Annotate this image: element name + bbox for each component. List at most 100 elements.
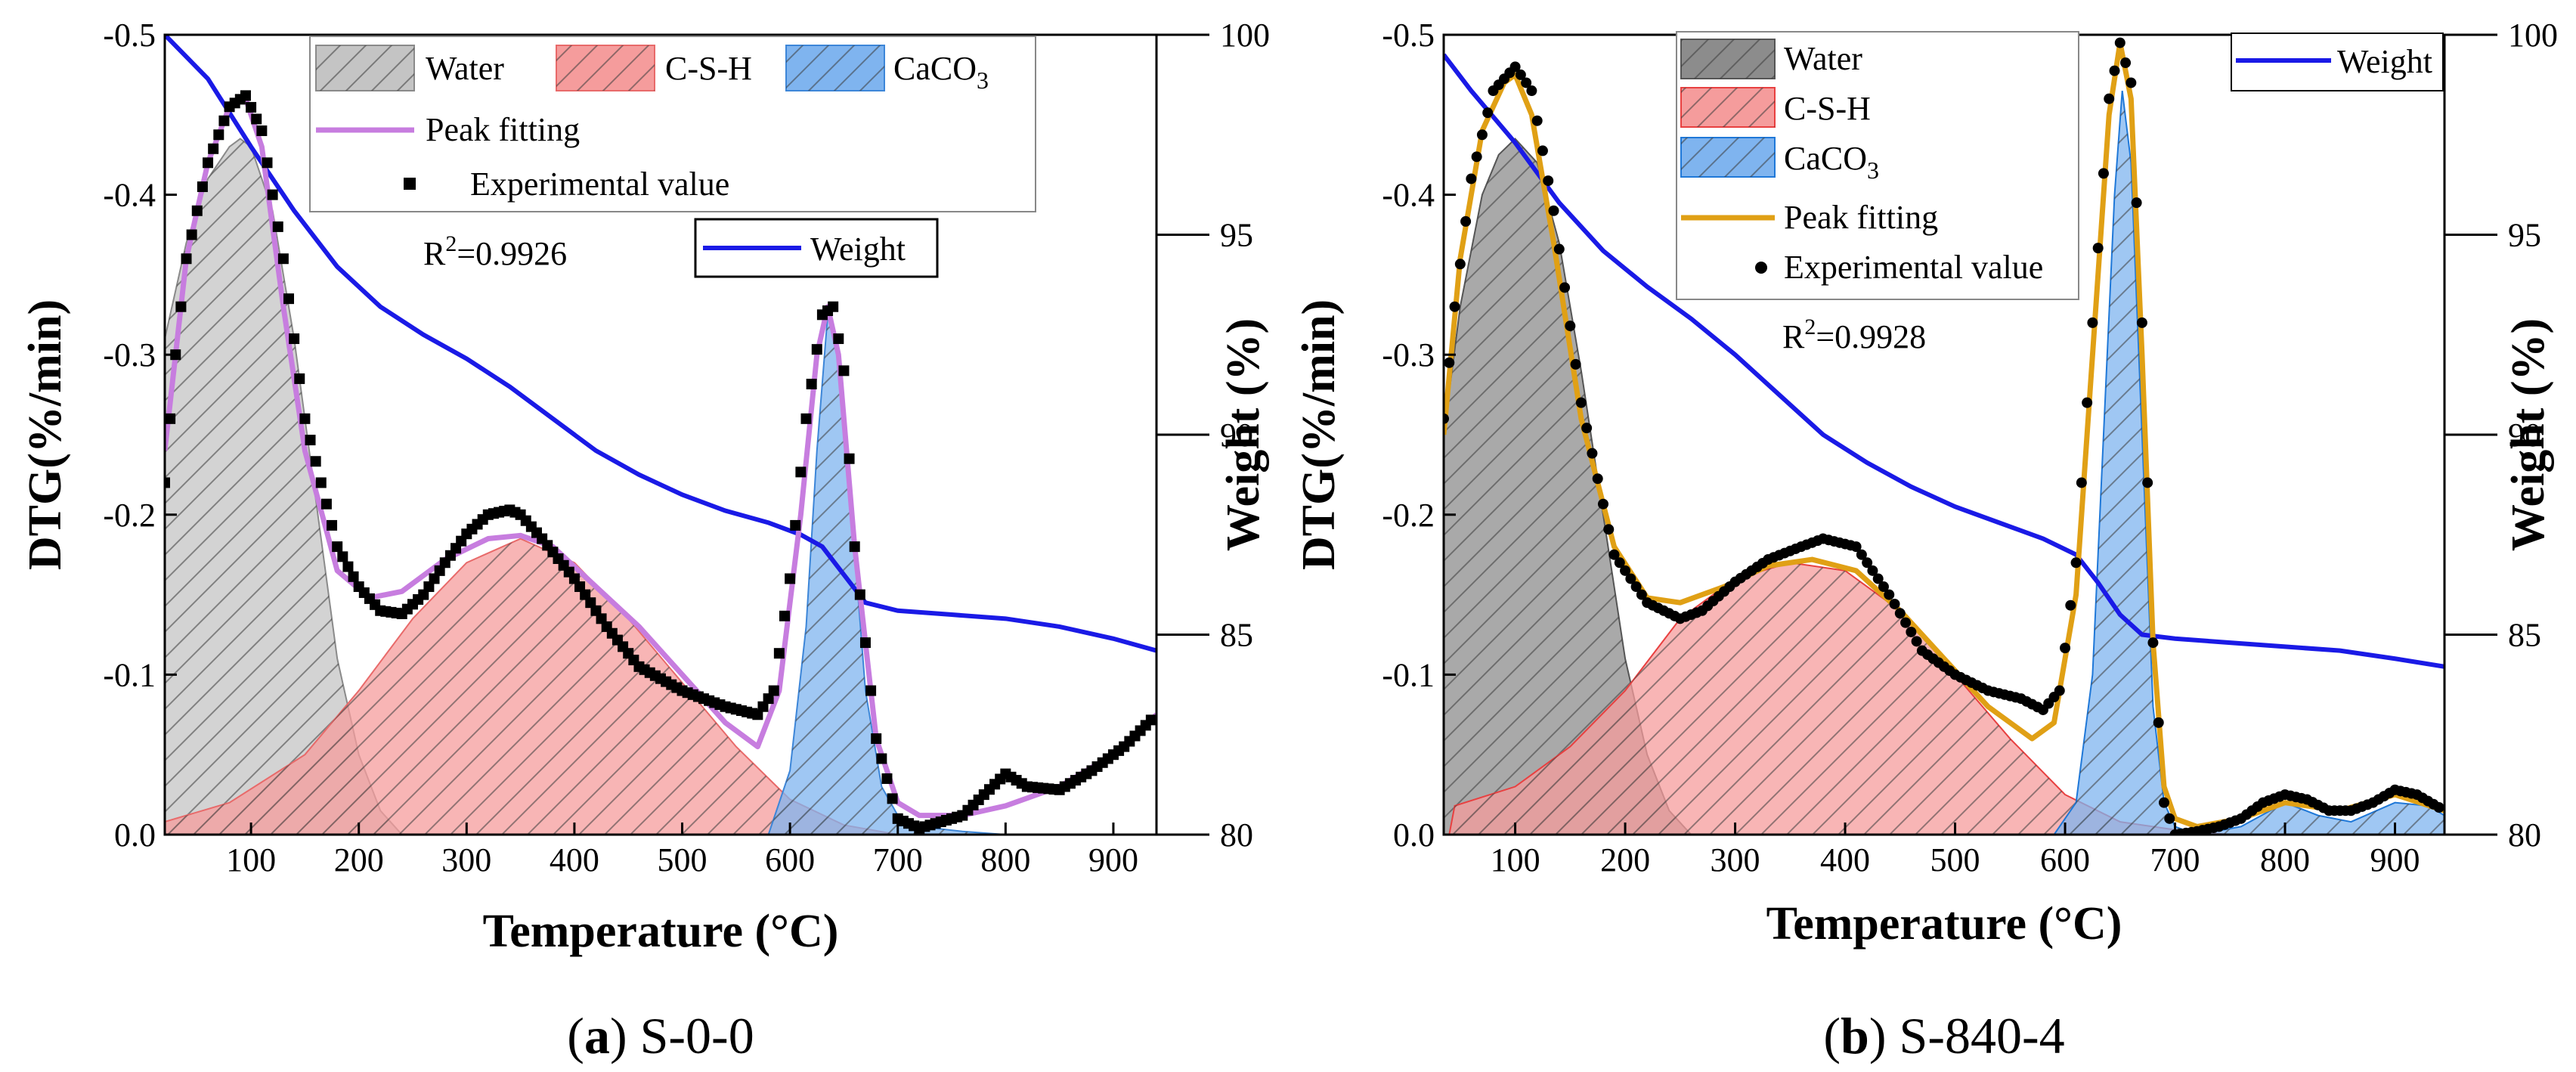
y-tick-label-left: -0.5 (103, 17, 156, 54)
experimental-point (1884, 589, 1895, 600)
experimental-point (1867, 565, 1878, 576)
experimental-point (1614, 557, 1625, 569)
legend-swatch-water-hatch-a (316, 45, 414, 91)
x-tick-label: 200 (1600, 841, 1650, 878)
experimental-point (757, 701, 769, 712)
r2-prefix-b: R (1782, 318, 1805, 355)
x-tick-label: 300 (1711, 841, 1760, 878)
y-tick-label-right: 85 (1220, 617, 1253, 654)
x-tick-label: 200 (334, 841, 384, 878)
experimental-point (332, 541, 343, 553)
experimental-point (246, 101, 257, 113)
peak-hatch-csh (1449, 562, 2231, 835)
experimental-point (833, 333, 844, 345)
experimental-point (2131, 197, 2142, 209)
experimental-point (208, 143, 219, 154)
experimental-point (165, 477, 170, 488)
experimental-point (2087, 317, 2098, 328)
legend-label-csh-a: C-S-H (665, 50, 752, 87)
experimental-point (1872, 573, 1884, 584)
experimental-point (1878, 581, 1889, 593)
experimental-point (596, 613, 607, 624)
caption-paren-open-a: ( (567, 1007, 584, 1064)
experimental-point (768, 685, 779, 696)
experimental-point (1509, 61, 1521, 73)
y-axis-title-left-b: DTG(%/min) (1293, 299, 1345, 570)
experimental-point (785, 573, 796, 584)
experimental-point (1850, 541, 1862, 553)
experimental-point (310, 456, 321, 467)
experimental-point (2076, 477, 2087, 488)
experimental-point (2070, 557, 2082, 569)
peak-fitting-line (165, 96, 1156, 819)
caption-text-a: S-0-0 (640, 1007, 754, 1064)
legend-label-fit-b: Peak fitting (1784, 199, 1938, 236)
y-tick-label-right: 100 (1220, 17, 1270, 54)
experimental-point (1565, 321, 1576, 332)
r2-sup-a: 2 (445, 231, 457, 256)
caption-paren-open-b: ( (1823, 1007, 1841, 1064)
experimental-point (1636, 589, 1647, 600)
x-tick-label: 700 (2150, 841, 2200, 878)
legend-label-water-b: Water (1784, 40, 1862, 77)
y-tick-label-left: -0.1 (1382, 656, 1435, 693)
experimental-point (337, 551, 348, 562)
experimental-point (1471, 151, 1482, 163)
legend-box-a (309, 36, 1036, 212)
x-tick-label: 800 (2260, 841, 2310, 878)
experimental-point (865, 685, 877, 696)
legend-label-exp-b: Experimental value (1784, 249, 2043, 286)
experimental-point (580, 589, 591, 600)
series-layer (1444, 37, 2444, 835)
x-tick-label: 500 (658, 841, 707, 878)
caption-a: (a) S-0-0 (567, 1007, 754, 1064)
peak-hatch-caco3 (2054, 91, 2444, 835)
experimental-point (1630, 581, 1642, 593)
experimental-point (2098, 168, 2109, 179)
experimental-point (1592, 473, 1603, 485)
plot-area-b (1444, 37, 2444, 835)
y-tick-label-right: 95 (1220, 217, 1253, 254)
peak-hatch-water (1444, 138, 1692, 835)
y-tick-label-left: -0.3 (103, 336, 156, 373)
y-tick-label-left: -0.2 (1382, 497, 1435, 534)
experimental-point (256, 125, 268, 136)
experimental-point (203, 157, 214, 169)
peak-hatch-csh (165, 538, 898, 835)
experimental-point (585, 597, 596, 609)
x-tick-label: 500 (1930, 841, 1980, 878)
experimental-point (2114, 37, 2126, 48)
experimental-point (1862, 557, 1873, 569)
y-tick-label-right: 90 (2508, 417, 2541, 454)
experimental-point (887, 793, 898, 804)
experimental-point (871, 733, 882, 745)
experimental-point (854, 589, 865, 600)
legend-caco3-sub-b: 3 (1867, 156, 1879, 184)
experimental-point (327, 519, 338, 531)
legend-label-weight-b: Weight (2337, 43, 2432, 80)
legend-label-caco3-b: CaCO3 (1784, 140, 1879, 184)
experimental-point (1521, 77, 1532, 88)
experimental-point (1515, 69, 1526, 80)
legend-b: Water C-S-H CaCO3 Peak fitting Experimen… (1676, 31, 2079, 300)
experimental-point (2120, 57, 2132, 69)
legend-swatch-csh-hatch-b (1681, 88, 1775, 127)
experimental-point (2433, 802, 2444, 813)
legend-swatch-exp-b (1755, 262, 1767, 274)
experimental-point (773, 648, 785, 659)
chart-panel-b: 100 200 300 400 500 600 700 800 900 0.0 -0.1 -0.2 -0… (1293, 17, 2558, 1064)
r2-value-a: =0.9926 (457, 235, 567, 272)
experimental-point (1460, 215, 1472, 227)
r2-sup-b: 2 (1804, 314, 1816, 339)
y-tick-label-right: 100 (2508, 17, 2558, 54)
weight-line (1444, 53, 2444, 669)
experimental-point (165, 413, 176, 424)
experimental-point (2153, 717, 2164, 728)
caption-label-a: a (584, 1007, 610, 1064)
series-layer (165, 35, 1156, 835)
experimental-point (1454, 259, 1466, 270)
y-tick-label-left: -0.5 (1382, 17, 1435, 54)
experimental-point (2065, 600, 2076, 611)
experimental-point (2109, 65, 2120, 76)
experimental-point (348, 571, 359, 582)
